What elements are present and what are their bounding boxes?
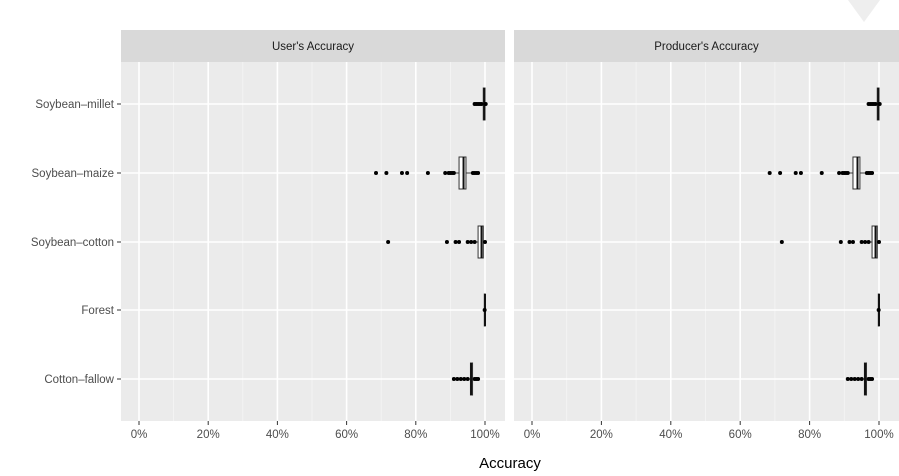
- x-axis-title: Accuracy: [479, 455, 541, 472]
- facet-strip-label: Producer's Accuracy: [654, 41, 759, 53]
- box-1: [767, 156, 875, 190]
- y-tick-label: Cotton–fallow: [44, 374, 114, 386]
- outlier-point: [451, 377, 456, 381]
- outlier-point: [845, 171, 850, 175]
- x-tick-label: 0%: [131, 429, 148, 441]
- box-3: [482, 293, 487, 327]
- outlier-point: [465, 240, 470, 244]
- outlier-point: [877, 102, 882, 106]
- outlier-point: [458, 377, 463, 381]
- outlier-point: [374, 171, 379, 175]
- x-tick-label: 0%: [524, 429, 541, 441]
- outlier-point: [451, 171, 456, 175]
- box-2: [779, 225, 881, 259]
- outlier-point: [453, 240, 458, 244]
- outlier-point: [405, 171, 410, 175]
- outlier-point: [793, 171, 798, 175]
- outlier-point: [779, 240, 784, 244]
- x-tick-label: 80%: [798, 429, 821, 441]
- outlier-point: [399, 171, 404, 175]
- box-1: [374, 156, 481, 190]
- outlier-point: [850, 240, 855, 244]
- box-iqr: [852, 156, 861, 190]
- outlier-point: [476, 171, 481, 175]
- y-tick-label: Soybean–cotton: [31, 237, 114, 249]
- outlier-point: [837, 171, 842, 175]
- y-tick-label: Soybean–millet: [35, 99, 114, 111]
- outlier-point: [482, 308, 487, 312]
- outlier-point: [472, 240, 477, 244]
- outlier-point: [462, 377, 467, 381]
- outlier-point: [838, 240, 843, 244]
- x-tick-label: 40%: [659, 429, 682, 441]
- facet-strip-label: User's Accuracy: [272, 41, 354, 53]
- x-tick-label: 20%: [590, 429, 613, 441]
- facet-strip: [121, 30, 505, 62]
- x-tick-label: 100%: [470, 429, 499, 441]
- outlier-point: [479, 102, 484, 106]
- outlier-point: [425, 171, 430, 175]
- x-tick-label: 60%: [729, 429, 752, 441]
- outlier-point: [483, 240, 487, 244]
- outlier-point: [457, 240, 462, 244]
- outlier-point: [798, 171, 803, 175]
- outlier-point: [483, 102, 488, 106]
- x-tick-label: 60%: [335, 429, 358, 441]
- corner-triangle-icon: [848, 0, 880, 22]
- outlier-point: [873, 102, 878, 106]
- x-tick-label: 80%: [404, 429, 427, 441]
- outlier-point: [845, 377, 850, 381]
- outlier-point: [849, 377, 854, 381]
- outlier-point: [465, 377, 470, 381]
- facet-panel-1: User's Accuracy 0% 20% 40% 60% 80% 100%: [121, 30, 505, 441]
- box-4: [451, 362, 481, 396]
- facet-panel-2: Producer's Accuracy 0% 20% 40% 60% 80% 100%: [514, 30, 899, 441]
- box-2: [386, 225, 487, 259]
- outlier-point: [856, 377, 861, 381]
- outlier-point: [863, 240, 868, 244]
- box-3: [876, 293, 881, 327]
- outlier-point: [870, 171, 875, 175]
- outlier-point: [859, 377, 864, 381]
- outlier-point: [476, 377, 481, 381]
- outlier-point: [866, 240, 871, 244]
- y-tick-label: Soybean–maize: [32, 168, 114, 180]
- x-tick-label: 40%: [266, 429, 289, 441]
- outlier-point: [847, 240, 852, 244]
- y-tick-label: Forest: [81, 305, 114, 317]
- x-tick-label: 20%: [197, 429, 220, 441]
- x-tick-label: 100%: [864, 429, 893, 441]
- box-4: [845, 362, 875, 396]
- outlier-point: [778, 171, 783, 175]
- outlier-point: [877, 240, 881, 244]
- outlier-point: [444, 240, 449, 244]
- facet-strip: [514, 30, 899, 62]
- outlier-point: [819, 171, 824, 175]
- box-0: [866, 87, 882, 121]
- outlier-point: [455, 377, 460, 381]
- box-0: [472, 87, 488, 121]
- outlier-point: [876, 308, 881, 312]
- outlier-point: [469, 240, 474, 244]
- outlier-point: [859, 240, 864, 244]
- outlier-point: [870, 377, 875, 381]
- outlier-point: [767, 171, 772, 175]
- outlier-point: [384, 171, 389, 175]
- outlier-point: [386, 240, 391, 244]
- outlier-point: [852, 377, 857, 381]
- box-iqr: [458, 156, 467, 190]
- outlier-point: [443, 171, 448, 175]
